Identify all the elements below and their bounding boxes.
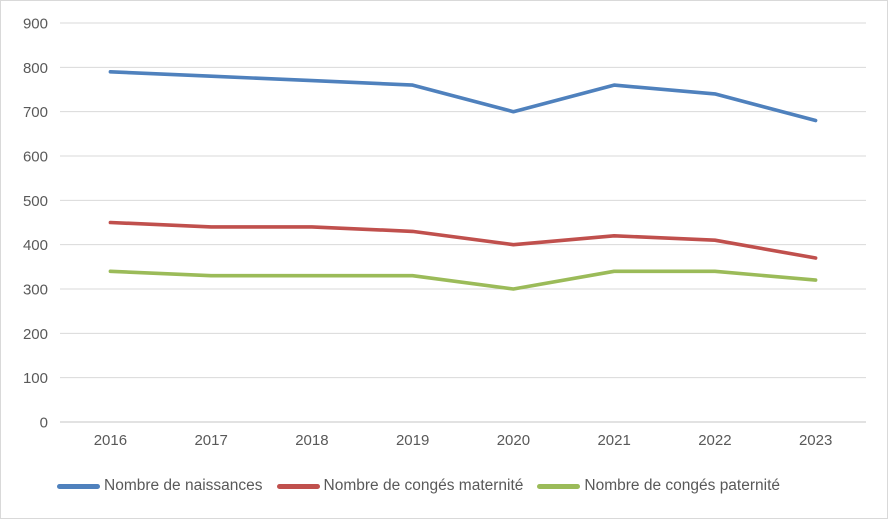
y-axis-tick-label: 700 [23, 104, 48, 121]
y-axis-tick-label: 600 [23, 149, 48, 166]
x-axis-tick-label: 2021 [597, 432, 630, 449]
legend-label: Nombre de congés maternité [323, 477, 524, 495]
series-line-nombre-de-naissances [108, 70, 818, 123]
legend-item: Nombre de congés maternité [276, 477, 524, 495]
legend-marker-icon [537, 483, 581, 489]
legend-item: Nombre de congés paternité [537, 478, 780, 494]
legend-label: Nombre de congés paternité [584, 477, 781, 495]
y-axis-tick-label: 900 [23, 16, 48, 33]
y-axis-tick-label: 0 [40, 415, 48, 432]
y-axis-tick-label: 200 [23, 326, 48, 343]
y-axis-tick-label: 300 [23, 282, 48, 299]
legend-marker-icon [57, 483, 100, 489]
legend-item: Nombre de naissances [57, 478, 263, 494]
x-axis-tick-label: 2018 [295, 432, 328, 449]
x-axis-tick-label: 2016 [94, 432, 127, 449]
legend-marker-icon [276, 483, 320, 489]
chart-legend: Nombre de naissances Nombre de congés mat… [57, 475, 780, 497]
x-axis-tick-label: 2019 [396, 432, 429, 449]
x-axis-tick-label: 2022 [698, 432, 731, 449]
series-line-nombre-de-cong-s-maternit- [108, 220, 818, 260]
x-axis-tick-label: 2017 [194, 432, 227, 449]
x-axis-tick-label: 2023 [799, 432, 832, 449]
series-line-nombre-de-cong-s-paternit- [108, 269, 818, 291]
y-axis-tick-label: 400 [23, 237, 48, 254]
x-axis-tick-label: 2020 [497, 432, 530, 449]
y-axis-tick-label: 500 [23, 193, 48, 210]
y-axis-tick-label: 100 [23, 370, 48, 387]
y-axis-tick-label: 800 [23, 60, 48, 77]
legend-label: Nombre de naissances [104, 477, 263, 495]
